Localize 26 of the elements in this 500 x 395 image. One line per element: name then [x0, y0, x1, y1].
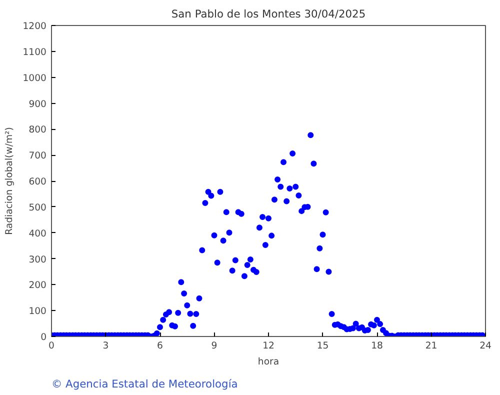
x-tick-label: 24: [480, 340, 492, 352]
chart-title: San Pablo de los Montes 30/04/2025: [171, 8, 366, 20]
y-tick-label: 0: [40, 332, 47, 343]
x-tick-label: 3: [102, 340, 109, 352]
y-tick-label: 400: [28, 228, 47, 240]
x-tick-label: 6: [157, 340, 164, 352]
x-axis-title: hora: [258, 356, 280, 368]
x-tick-label: 9: [211, 340, 218, 352]
y-tick-label: 800: [28, 124, 47, 136]
y-tick-label: 500: [28, 202, 47, 214]
y-tick-label: 1000: [22, 72, 47, 84]
y-tick-label: 600: [28, 176, 47, 188]
y-tick-label: 700: [28, 150, 47, 162]
text: © Agencia Estatal de Meteorología: [52, 378, 238, 390]
y-tick-label: 300: [28, 254, 47, 266]
x-tick-label: 21: [425, 340, 438, 352]
x-tick-label: 15: [316, 340, 329, 352]
x-tick-label: 12: [262, 340, 274, 352]
y-tick-label: 100: [28, 306, 47, 318]
y-tick-label: 1200: [22, 21, 47, 32]
x-tick-label: 0: [48, 340, 55, 352]
x-tick-label: 18: [371, 340, 383, 352]
y-axis-title: Radiacion global(w/m²): [4, 127, 15, 235]
y-tick-label: 1100: [22, 46, 47, 58]
y-tick-label: 200: [28, 280, 47, 292]
y-tick-label: 900: [28, 98, 47, 110]
